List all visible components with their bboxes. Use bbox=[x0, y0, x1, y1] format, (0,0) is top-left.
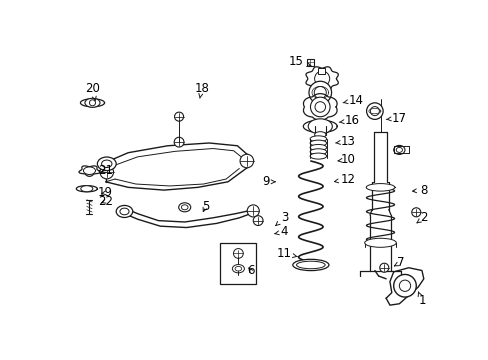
Text: 11: 11 bbox=[276, 247, 297, 260]
Ellipse shape bbox=[393, 145, 404, 154]
Circle shape bbox=[314, 71, 329, 86]
Bar bbox=[318, 68, 325, 74]
Ellipse shape bbox=[97, 157, 116, 171]
Text: 8: 8 bbox=[412, 184, 427, 197]
Text: 4: 4 bbox=[274, 225, 287, 238]
Ellipse shape bbox=[309, 136, 326, 142]
Ellipse shape bbox=[85, 98, 100, 107]
Text: 19: 19 bbox=[98, 186, 113, 199]
Ellipse shape bbox=[81, 186, 93, 192]
Text: 20: 20 bbox=[85, 82, 100, 101]
Circle shape bbox=[393, 274, 415, 297]
Ellipse shape bbox=[116, 206, 132, 217]
Bar bbox=[306, 59, 313, 66]
Bar bbox=[220, 243, 256, 284]
Ellipse shape bbox=[292, 259, 328, 271]
Ellipse shape bbox=[83, 167, 95, 175]
Circle shape bbox=[399, 280, 410, 291]
Ellipse shape bbox=[235, 266, 241, 271]
Circle shape bbox=[233, 248, 243, 258]
Ellipse shape bbox=[296, 261, 325, 269]
Text: 21: 21 bbox=[98, 164, 113, 177]
Circle shape bbox=[314, 86, 325, 99]
Text: 12: 12 bbox=[334, 172, 355, 185]
Circle shape bbox=[310, 97, 329, 117]
Text: 13: 13 bbox=[335, 135, 355, 148]
Ellipse shape bbox=[309, 149, 326, 155]
Circle shape bbox=[411, 208, 420, 217]
Text: 2: 2 bbox=[416, 211, 427, 224]
Text: 15: 15 bbox=[288, 55, 310, 68]
Ellipse shape bbox=[314, 132, 325, 138]
Circle shape bbox=[174, 137, 183, 147]
Ellipse shape bbox=[309, 140, 326, 146]
Text: 7: 7 bbox=[394, 256, 404, 269]
Ellipse shape bbox=[309, 153, 326, 159]
Ellipse shape bbox=[102, 160, 112, 167]
Circle shape bbox=[100, 165, 113, 179]
Text: 6: 6 bbox=[246, 264, 254, 277]
Ellipse shape bbox=[364, 238, 395, 247]
Circle shape bbox=[89, 100, 95, 106]
Circle shape bbox=[314, 102, 325, 112]
Circle shape bbox=[379, 263, 388, 272]
Ellipse shape bbox=[307, 119, 332, 134]
Text: 17: 17 bbox=[386, 112, 406, 125]
Ellipse shape bbox=[181, 205, 188, 210]
Ellipse shape bbox=[232, 265, 244, 273]
Ellipse shape bbox=[395, 148, 402, 152]
Text: 22: 22 bbox=[98, 195, 113, 208]
Circle shape bbox=[366, 103, 383, 120]
Ellipse shape bbox=[120, 208, 129, 215]
Text: 3: 3 bbox=[275, 211, 287, 226]
Text: 14: 14 bbox=[342, 94, 363, 107]
Text: 10: 10 bbox=[337, 153, 355, 166]
Text: 1: 1 bbox=[417, 292, 425, 307]
Circle shape bbox=[240, 154, 253, 168]
Circle shape bbox=[308, 81, 331, 104]
Ellipse shape bbox=[366, 184, 394, 191]
Circle shape bbox=[369, 107, 379, 116]
Ellipse shape bbox=[178, 203, 190, 212]
Text: 9: 9 bbox=[262, 175, 275, 188]
Text: 18: 18 bbox=[194, 82, 209, 98]
Circle shape bbox=[247, 205, 259, 217]
Text: 5: 5 bbox=[202, 200, 209, 213]
Ellipse shape bbox=[309, 144, 326, 150]
Text: 16: 16 bbox=[339, 114, 359, 127]
Circle shape bbox=[174, 112, 183, 121]
Circle shape bbox=[253, 216, 263, 225]
